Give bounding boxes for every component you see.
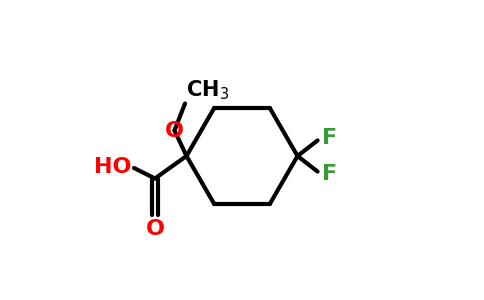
Text: F: F	[321, 128, 337, 148]
Text: O: O	[146, 219, 165, 239]
Text: CH$_3$: CH$_3$	[186, 78, 229, 102]
Text: HO: HO	[94, 157, 132, 176]
Text: F: F	[321, 164, 337, 184]
Text: O: O	[165, 121, 184, 140]
